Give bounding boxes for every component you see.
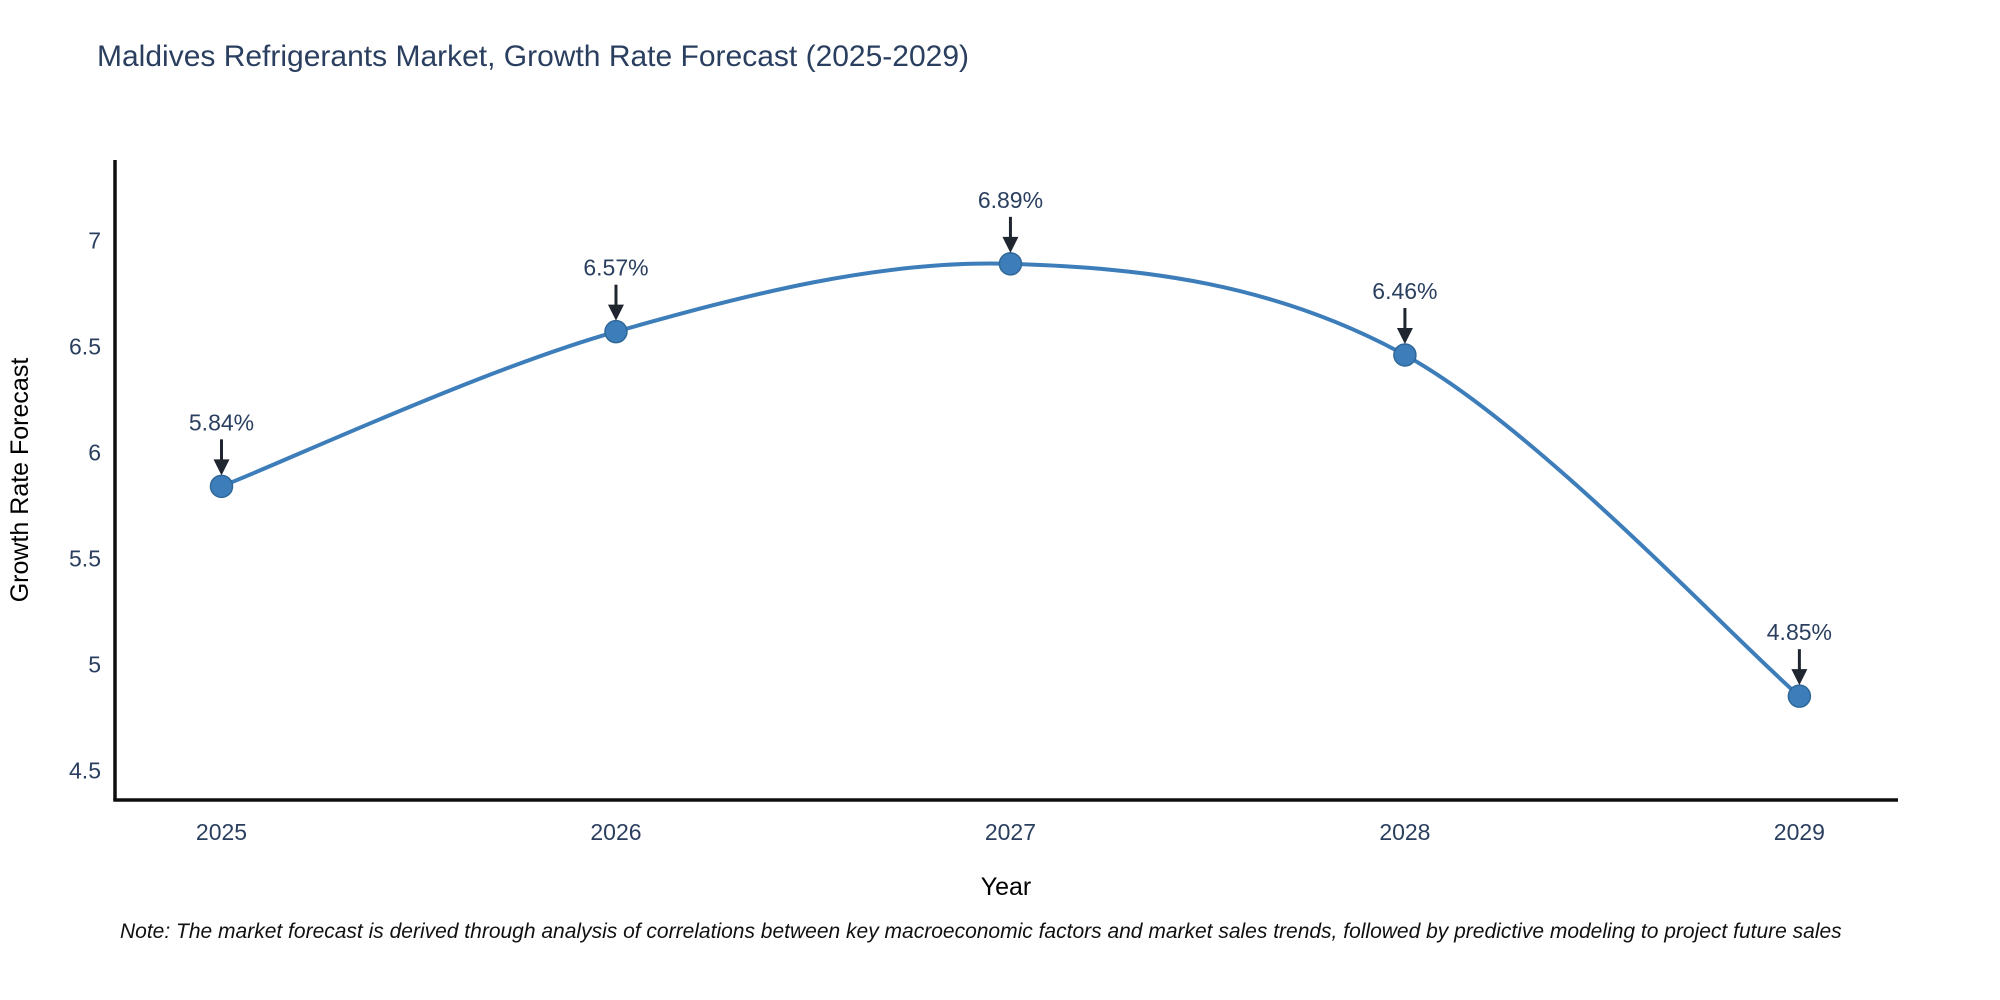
data-point-marker-2027 — [998, 252, 1023, 276]
y-tick-label: 5 — [88, 651, 101, 677]
x-axis-title: Year — [981, 873, 1032, 901]
annotation-arrow-head — [1791, 669, 1808, 686]
data-point-label: 6.57% — [583, 255, 648, 281]
annotation-arrow-head — [607, 304, 624, 321]
data-point-label: 5.84% — [189, 409, 254, 435]
annotation-arrow-head — [1396, 327, 1413, 344]
x-tick-label: 2028 — [1379, 819, 1430, 845]
annotation-arrow-head — [1002, 236, 1019, 253]
x-tick-label: 2027 — [985, 819, 1036, 845]
y-tick-label: 5.5 — [69, 545, 101, 571]
y-tick-label: 6 — [88, 439, 101, 465]
y-tick-label: 7 — [88, 228, 101, 254]
data-point-label: 4.85% — [1767, 619, 1832, 645]
y-axis-title: Growth Rate Forecast — [6, 358, 34, 603]
data-point-marker-2028 — [1393, 343, 1417, 367]
forecast-line — [220, 261, 1801, 698]
footnote: Note: The market forecast is derived thr… — [120, 920, 1842, 943]
data-point-marker-2025 — [209, 474, 234, 499]
annotation-arrow-head — [213, 459, 230, 476]
data-point-label: 6.46% — [1372, 278, 1437, 304]
y-tick-label: 6.5 — [69, 333, 101, 359]
data-point-marker-2029 — [1787, 684, 1812, 708]
y-tick-label: 4.5 — [69, 757, 101, 783]
plot-layer: 4.5 5 5.5 6 6.5 7 2025 2026 2027 2028 2029 5.84% 6.5… — [69, 160, 1898, 845]
x-tick-label: 2029 — [1774, 819, 1825, 845]
data-point-label: 6.89% — [978, 187, 1043, 213]
x-tick-label: 2026 — [590, 819, 641, 845]
x-tick-label: 2025 — [196, 819, 247, 845]
data-point-marker-2026 — [604, 319, 628, 344]
chart-title: Maldives Refrigerants Market, Growth Rat… — [97, 40, 970, 73]
